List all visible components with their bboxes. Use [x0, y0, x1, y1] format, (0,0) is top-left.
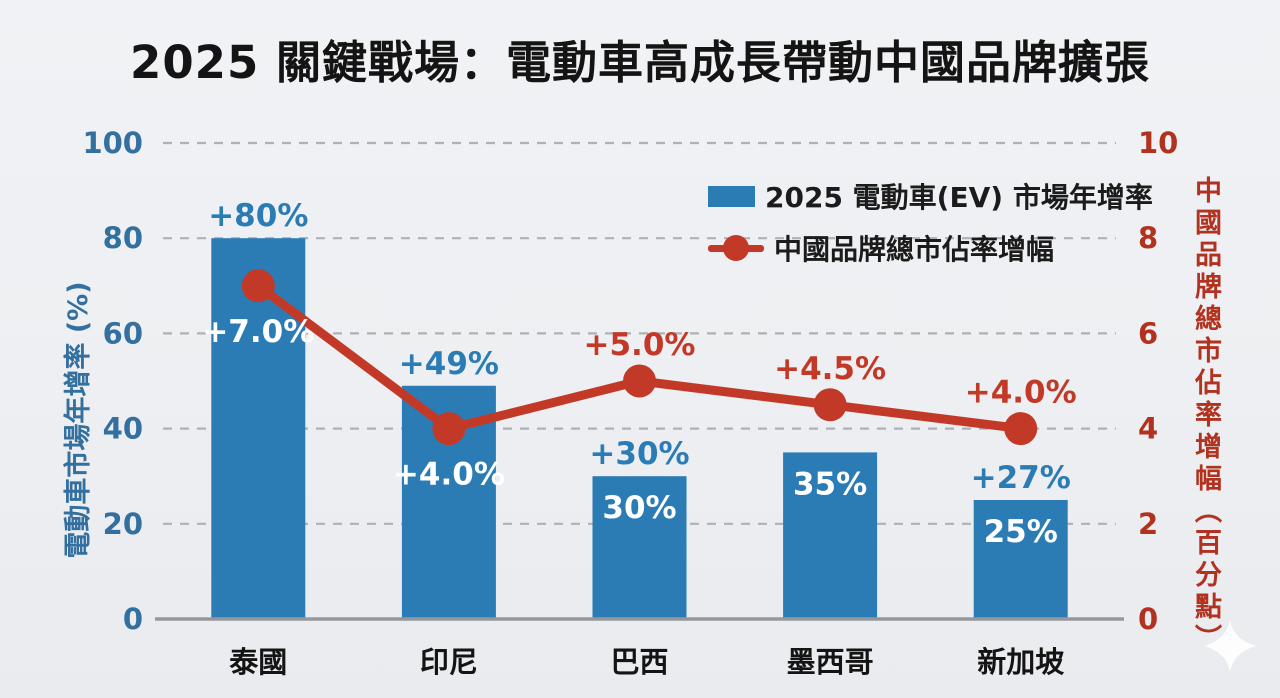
- bar-巴西: [592, 476, 687, 619]
- line-label-泰國: +7.0%: [202, 314, 314, 350]
- legend-item-bar: 2025 電動車(EV) 市場年增率: [708, 176, 1153, 216]
- legend-item-line: 中國品牌總市佔率增幅: [708, 228, 1153, 268]
- line-label-印尼: +4.0%: [393, 457, 505, 493]
- x-label-印尼: 印尼: [420, 645, 478, 679]
- bar-墨西哥: [783, 452, 878, 619]
- right-tick-6: 6: [1138, 316, 1158, 350]
- line-point-印尼: [432, 412, 466, 446]
- line-label-墨西哥: +4.5%: [774, 351, 886, 387]
- sparkle-icon: [1204, 620, 1256, 672]
- left-tick-0: 0: [123, 602, 143, 636]
- left-tick-40: 40: [103, 412, 143, 446]
- left-tick-80: 80: [103, 221, 143, 255]
- bar-label-above-巴西: +30%: [589, 436, 689, 472]
- line-point-墨西哥: [813, 388, 847, 422]
- x-label-新加坡: 新加坡: [977, 645, 1064, 679]
- line-label-新加坡: +4.0%: [965, 375, 1077, 411]
- chart-title: 2025 關鍵戰場：電動車高成長帶動中國品牌擴張: [130, 36, 1150, 89]
- line-series-label: 中國品牌總市佔率增幅: [774, 233, 1055, 266]
- bar-label-above-新加坡: +27%: [971, 460, 1071, 496]
- x-label-泰國: 泰國: [229, 645, 287, 679]
- left-tick-20: 20: [103, 507, 143, 541]
- right-tick-2: 2: [1138, 507, 1158, 541]
- right-tick-4: 4: [1138, 412, 1158, 446]
- left-tick-60: 60: [103, 316, 143, 350]
- right-axis-title: 中國品牌總市佔率增幅（百分點）: [1190, 176, 1221, 656]
- right-tick-0: 0: [1138, 602, 1158, 636]
- line-point-新加坡: [1004, 412, 1038, 446]
- bar-label-inside-墨西哥: 35%: [793, 466, 867, 502]
- bar-label-above-泰國: +80%: [208, 198, 308, 234]
- bar-label-above-印尼: +49%: [399, 346, 499, 382]
- x-label-巴西: 巴西: [610, 645, 668, 679]
- bar-series-swatch-icon: [708, 185, 755, 207]
- right-tick-10: 10: [1138, 126, 1178, 160]
- bar-label-inside-新加坡: 25%: [984, 514, 1058, 550]
- bar-series-label: 2025 電動車(EV) 市場年增率: [765, 181, 1153, 214]
- x-label-墨西哥: 墨西哥: [787, 645, 874, 679]
- line-point-巴西: [623, 364, 656, 398]
- bar-label-inside-巴西: 30%: [602, 490, 676, 526]
- legend: 2025 電動車(EV) 市場年增率 中國品牌總市佔率增幅: [708, 176, 1153, 268]
- line-label-巴西: +5.0%: [584, 327, 696, 363]
- line-series-marker-icon: [708, 235, 764, 261]
- bar-新加坡: [973, 500, 1068, 619]
- left-tick-100: 100: [82, 126, 143, 160]
- line-point-泰國: [241, 269, 275, 303]
- right-tick-8: 8: [1138, 221, 1158, 255]
